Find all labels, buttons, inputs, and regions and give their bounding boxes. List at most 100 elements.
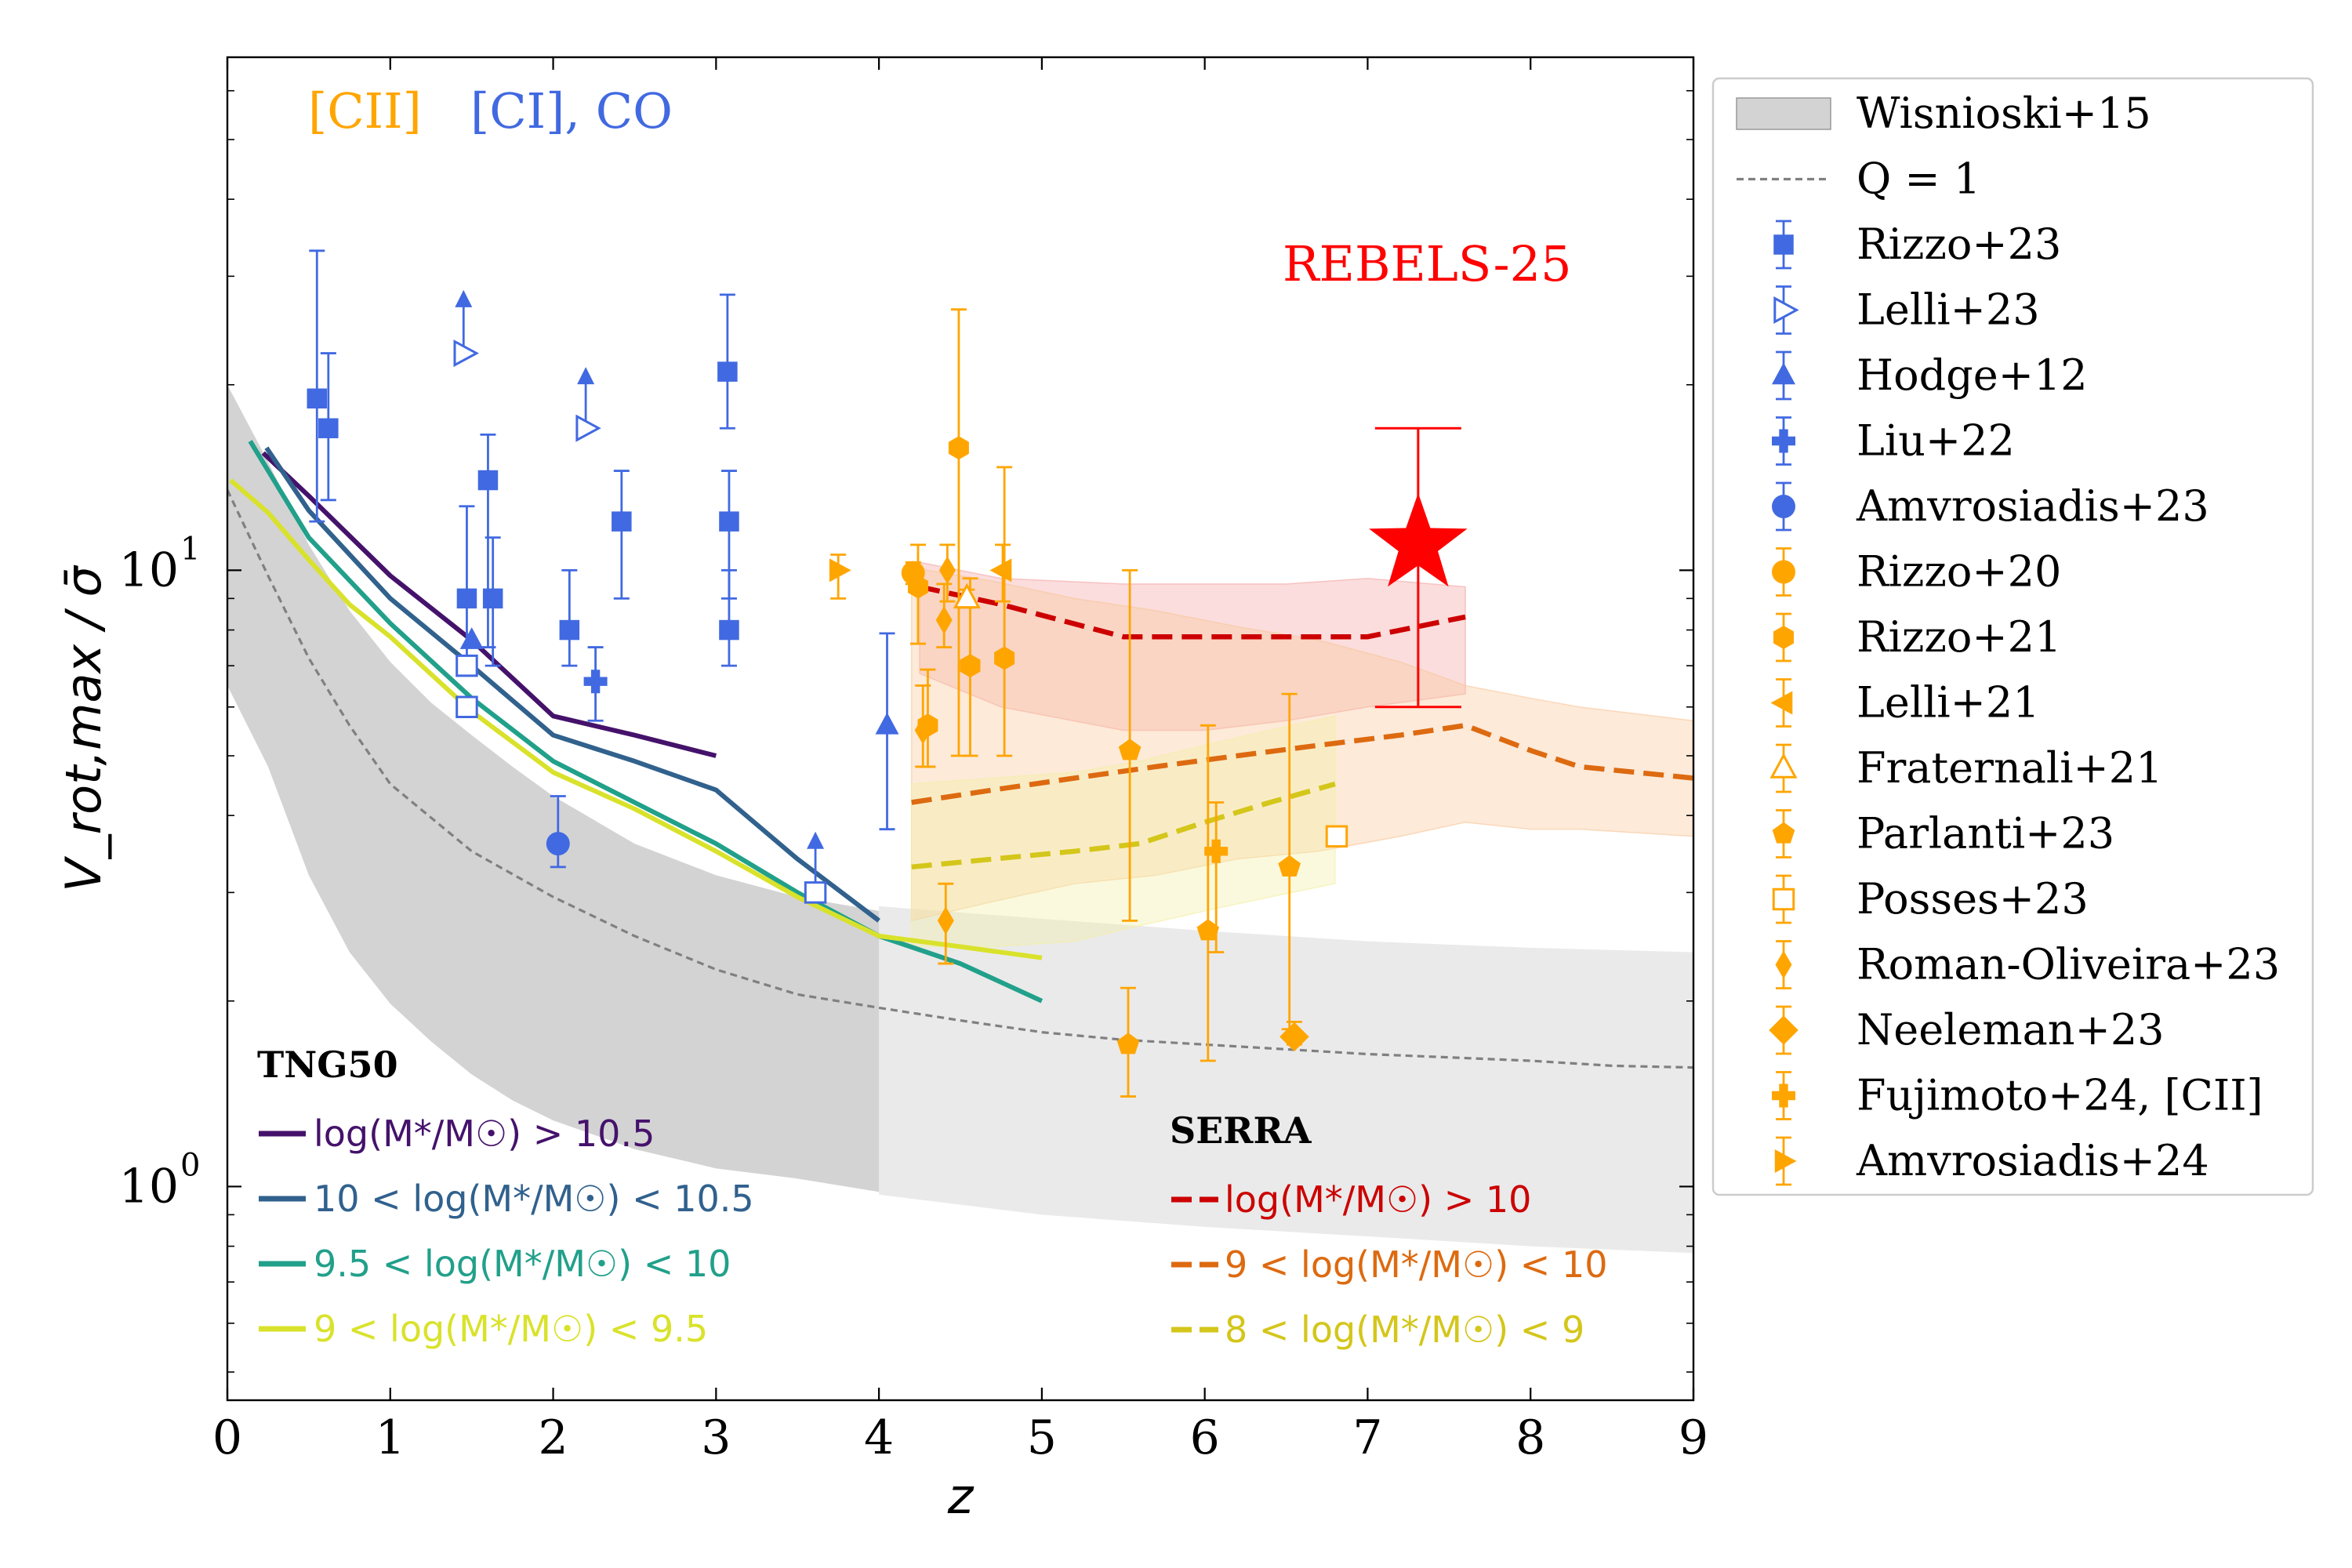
legend-entry: Roman-Oliveira+23 [1775,940,2280,989]
marker [1325,825,1348,848]
marker [948,436,969,460]
tng50-line-1 [264,446,880,923]
legend-entry: Wisnioski+15 [1736,89,2151,138]
model-bands [227,384,1693,1254]
legend-marker [1775,950,1792,979]
marker [914,716,931,745]
data-point-fujimoto-24-cii- [1204,801,1229,953]
marker [456,695,478,719]
legend-entry: Lelli+23 [1773,285,2040,335]
data-point-lelli-21 [989,543,1012,603]
limit-arrow-head [455,289,473,307]
legend-marker [1772,362,1795,385]
serra-title: SERRA [1170,1109,1312,1152]
legend-label: Wisnioski+15 [1857,89,2151,138]
legend-entry: Fraternali+21 [1769,743,2162,793]
data-point-hodge-12 [875,632,899,831]
serra-legend-label: 8 < log(M*/M☉) < 9 [1225,1308,1584,1351]
legend-marker [1774,1149,1797,1173]
legend-entry: Amvrosiadis+24 [1774,1136,2209,1186]
x-tick-label: 9 [1679,1410,1708,1465]
legend-label: Liu+22 [1857,416,2015,466]
tracer-label-cii: [CII] [308,82,422,140]
legend-marker [1773,296,1799,325]
marker [477,470,499,491]
tracer-label-ci-co: [CI], CO [470,82,673,140]
serra-band-2 [910,715,1336,948]
legend-label: Lelli+21 [1857,678,2040,728]
x-tick-label: 7 [1352,1410,1382,1465]
legend-entry: Rizzo+20 [1772,547,2061,597]
data-point-roman-oliveira-23 [938,543,956,603]
marker [908,575,928,599]
legend-entry: Rizzo+23 [1773,220,2061,270]
marker [1204,839,1229,863]
marker [719,511,739,532]
tng50-legend-label: log(M*/M☉) > 10.5 [314,1112,655,1155]
data-point-rizzo-23 [612,470,632,600]
data-point-liu-22 [583,646,608,722]
data-point-roman-oliveira-23 [937,882,954,965]
marker [935,606,953,634]
legend-marker [1770,691,1793,715]
plot-frame [226,56,1695,1402]
legend-entry: Rizzo+21 [1773,612,2061,662]
x-tick-label: 5 [1027,1410,1057,1465]
legend-label: Amvrosiadis+24 [1856,1136,2209,1185]
marker [994,646,1015,670]
legend-label: Q = 1 [1857,154,1980,204]
y-tick-exponent: 1 [180,531,200,567]
data-point-lelli-23 [453,289,479,368]
marker [989,558,1012,583]
data-point-parlanti-23 [1118,568,1142,922]
legend-label: Rizzo+23 [1857,220,2061,269]
serra-band-0 [919,561,1466,731]
marker [953,583,981,609]
y-tick-exponent: 0 [180,1147,200,1183]
marker [937,906,954,935]
x-tick-label: 6 [1190,1410,1220,1465]
wisnioski-band-extrapolated [879,906,1693,1254]
legend-label: Fraternali+21 [1857,743,2162,793]
rebels-25-point [1369,426,1468,709]
marker [1118,739,1142,760]
tng50-title: TNG50 [257,1044,398,1086]
legend-label: Hodge+12 [1857,350,2088,400]
data-point-posses-23 [456,695,478,719]
x-axis-label: z [947,1468,975,1525]
legend-entry: Parlanti+23 [1772,809,2114,858]
legend-label: Rizzo+21 [1857,612,2061,662]
legend-label: Parlanti+23 [1857,809,2114,858]
marker [546,832,570,856]
legend-entry: Lelli+21 [1770,678,2040,728]
y-tick-label: 10 [119,1159,179,1214]
x-tick-label: 0 [212,1410,242,1465]
legend-marker [1772,560,1795,584]
legend-label: Posses+23 [1857,874,2089,924]
data-point-rizzo-23 [482,536,503,667]
in-plot-legends: log(M*/M☉) > 10.5 10 < log(M*/M☉) < 10.5 9… [259,1112,1608,1351]
data-point-rizzo-23 [318,352,339,502]
serra-legend-label: 9 < log(M*/M☉) < 10 [1225,1243,1608,1286]
data-point-parlanti-23 [1196,724,1220,1062]
legend-swatch [1736,97,1831,130]
star-icon [1369,492,1468,587]
data-point-neeleman-23 [1279,1021,1309,1052]
data-point-rizzo-23 [477,433,499,648]
marker [307,388,328,409]
data-point-rizzo-23 [717,293,738,430]
legend-label: Neeleman+23 [1857,1005,2165,1054]
legend-marker [1772,822,1795,844]
serra-line-1 [911,722,1693,805]
marker [318,418,339,438]
data-points [307,249,1468,1098]
legend-entry: Liu+22 [1772,416,2015,466]
legend-marker [1772,429,1795,453]
data-point-rizzo-23 [559,568,580,667]
legend-entry: Amvrosiadis+23 [1772,481,2209,532]
q1-line [227,489,1693,1069]
legend-marker [1772,887,1795,911]
data-point-fraternali-21 [953,583,981,609]
serra-line-0 [919,584,1466,640]
